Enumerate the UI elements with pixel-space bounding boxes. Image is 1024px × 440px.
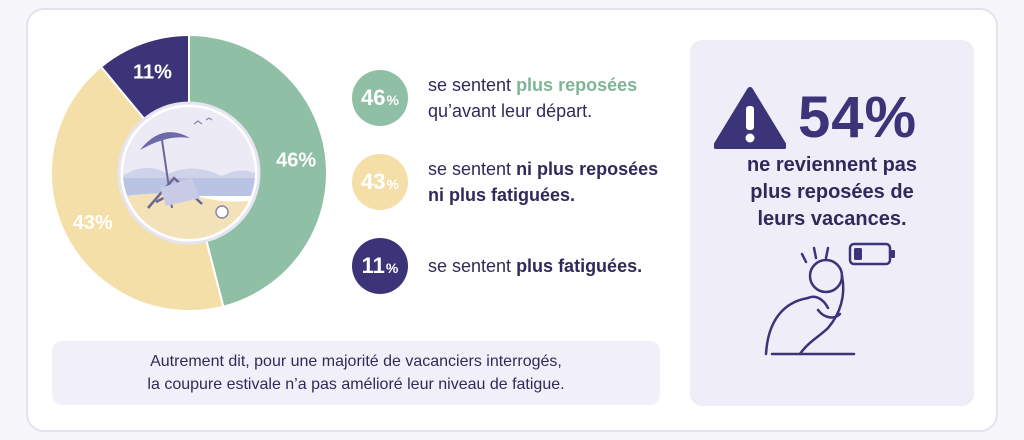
legend-value: 11 bbox=[361, 253, 385, 278]
legend-text: se sentent ni plus reposées ni plus fati… bbox=[428, 156, 658, 208]
stat-head: 54% bbox=[714, 84, 917, 151]
legend-text: se sentent plus fatiguées. bbox=[428, 253, 642, 279]
stat-line-3: leurs vacances. bbox=[757, 208, 907, 230]
slice-neutre-label: 43% bbox=[73, 212, 113, 234]
legend-prefix: se sentent bbox=[428, 159, 517, 179]
legend-prefix: se sentent bbox=[428, 256, 517, 276]
warning-icon bbox=[714, 86, 786, 149]
key-stat-panel: 54% ne reviennent pas plus reposées de l… bbox=[690, 40, 974, 406]
legend-bubble: 43% bbox=[352, 154, 408, 210]
stat-line-2: plus reposées de bbox=[750, 181, 914, 203]
legend-bubble: 46% bbox=[352, 70, 408, 126]
slice-reposees-label: 46% bbox=[276, 149, 316, 171]
legend-item-reposees: 46% se sentent plus reposées qu’avant le… bbox=[352, 70, 637, 126]
legend-item-neutre: 43% se sentent ni plus reposées ni plus … bbox=[352, 154, 658, 210]
legend-item-fatiguees: 11% se sentent plus fatiguées. bbox=[352, 238, 642, 294]
legend-unit: % bbox=[386, 92, 399, 108]
legend-highlight: plus reposées bbox=[516, 75, 638, 95]
donut-chart: 46% 43% 11% bbox=[50, 33, 328, 312]
legend-line2: qu’avant leur départ. bbox=[428, 101, 593, 121]
slice-fatiguees-label: 11% bbox=[133, 61, 172, 83]
legend-bubble: 11% bbox=[352, 238, 408, 294]
stat-value: 54% bbox=[798, 85, 918, 150]
legend-unit: % bbox=[385, 260, 399, 276]
stat-text: ne reviennent pas plus reposées de leurs… bbox=[690, 152, 974, 233]
summary-note: Autrement dit, pour une majorité de vaca… bbox=[52, 341, 660, 405]
note-line-2: la coupure estivale n’a pas amélioré leu… bbox=[147, 376, 565, 393]
tired-person-icon bbox=[764, 242, 895, 356]
legend-text: se sentent plus reposées qu’avant leur d… bbox=[428, 72, 637, 124]
legend-highlight: plus fatiguées. bbox=[516, 256, 643, 276]
legend-line2: ni plus fatiguées. bbox=[428, 185, 576, 205]
stat-line-1: ne reviennent pas bbox=[746, 154, 918, 176]
legend-value: 43 bbox=[361, 169, 386, 194]
legend-value: 46 bbox=[361, 85, 386, 110]
legend-prefix: se sentent bbox=[428, 75, 517, 95]
note-line-1: Autrement dit, pour une majorité de vaca… bbox=[150, 353, 562, 370]
legend-highlight: ni plus reposées bbox=[516, 159, 659, 179]
legend-unit: % bbox=[386, 176, 399, 192]
